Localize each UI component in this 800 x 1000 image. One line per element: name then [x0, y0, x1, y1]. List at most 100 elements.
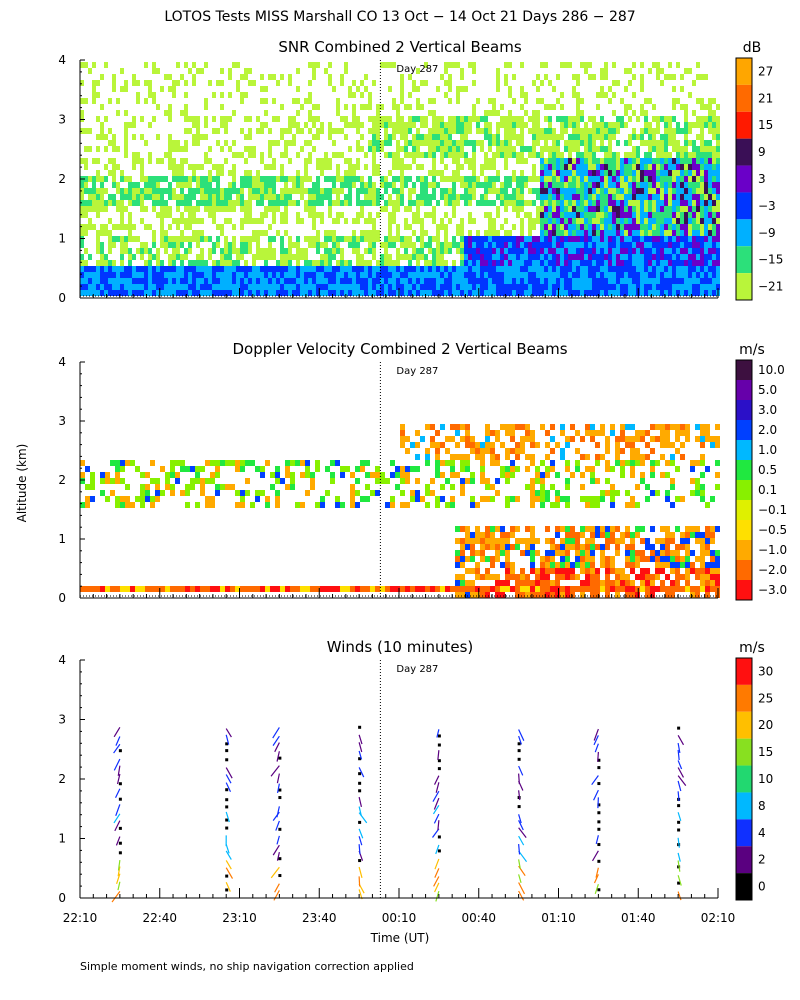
snr-cell — [668, 158, 672, 164]
doppler-cell — [600, 490, 605, 496]
snr-cell — [480, 116, 484, 122]
snr-cell — [264, 188, 268, 194]
snr-cell — [344, 62, 348, 68]
snr-cell — [260, 272, 264, 278]
snr-cell — [140, 290, 144, 296]
snr-cell — [188, 224, 192, 230]
snr-cell — [136, 266, 140, 272]
doppler-cell — [275, 478, 280, 484]
snr-cell — [472, 146, 476, 152]
snr-cell — [376, 200, 380, 206]
snr-cell — [716, 218, 720, 224]
snr-cell — [204, 284, 208, 290]
snr-cell — [580, 200, 584, 206]
snr-cell — [308, 80, 312, 86]
doppler-cell — [430, 586, 435, 592]
doppler-cell — [540, 574, 545, 580]
snr-cell — [600, 116, 604, 122]
snr-cell — [572, 230, 576, 236]
snr-cell — [376, 278, 380, 284]
snr-cell — [80, 242, 84, 248]
snr-cell — [100, 224, 104, 230]
doppler-cell — [610, 502, 615, 508]
snr-cell — [652, 266, 656, 272]
snr-cell — [692, 272, 696, 278]
doppler-cell — [535, 592, 540, 598]
snr-cell — [712, 158, 716, 164]
snr-cell — [652, 140, 656, 146]
doppler-cell — [540, 490, 545, 496]
doppler-cell — [300, 460, 305, 466]
snr-cell — [688, 212, 692, 218]
snr-cell — [540, 146, 544, 152]
snr-cell — [448, 290, 452, 296]
snr-cell — [212, 266, 216, 272]
snr-cell — [400, 92, 404, 98]
snr-cell — [472, 80, 476, 86]
snr-cell — [592, 248, 596, 254]
doppler-cell — [605, 544, 610, 550]
snr-cell — [300, 176, 304, 182]
snr-cell — [388, 62, 392, 68]
snr-cell — [568, 230, 572, 236]
snr-cell — [428, 134, 432, 140]
snr-cell — [368, 284, 372, 290]
doppler-cell — [290, 472, 295, 478]
snr-cell — [520, 104, 524, 110]
snr-cell — [192, 164, 196, 170]
snr-cell — [180, 164, 184, 170]
snr-cell — [556, 278, 560, 284]
snr-cell — [280, 272, 284, 278]
snr-cell — [180, 212, 184, 218]
snr-cell — [272, 194, 276, 200]
snr-cell — [316, 176, 320, 182]
snr-cell — [308, 278, 312, 284]
snr-cell — [100, 122, 104, 128]
doppler-cell — [605, 448, 610, 454]
snr-cell — [580, 230, 584, 236]
snr-cell — [196, 272, 200, 278]
snr-cell — [452, 176, 456, 182]
doppler-cell — [630, 424, 635, 430]
snr-cell — [612, 182, 616, 188]
snr-cell — [556, 212, 560, 218]
colorbar-label: −21 — [758, 280, 783, 294]
snr-cell — [332, 218, 336, 224]
snr-cell — [672, 98, 676, 104]
snr-cell — [640, 170, 644, 176]
snr-cell — [140, 284, 144, 290]
doppler-cell — [365, 484, 370, 490]
snr-cell — [412, 200, 416, 206]
doppler-cell — [500, 550, 505, 556]
snr-cell — [716, 278, 720, 284]
snr-cell — [652, 278, 656, 284]
snr-cell — [80, 206, 84, 212]
snr-cell — [704, 278, 708, 284]
snr-cell — [100, 176, 104, 182]
snr-cell — [456, 200, 460, 206]
snr-cell — [364, 230, 368, 236]
snr-cell — [708, 140, 712, 146]
snr-cell — [544, 230, 548, 236]
snr-cell — [400, 236, 404, 242]
snr-cell — [648, 266, 652, 272]
doppler-cell — [470, 532, 475, 538]
snr-cell — [556, 182, 560, 188]
snr-cell — [404, 152, 408, 158]
snr-cell — [132, 272, 136, 278]
snr-cell — [416, 218, 420, 224]
snr-cell — [656, 218, 660, 224]
snr-cell — [400, 86, 404, 92]
snr-cell — [396, 128, 400, 134]
snr-cell — [128, 122, 132, 128]
snr-cell — [240, 278, 244, 284]
snr-cell — [488, 260, 492, 266]
snr-cell — [152, 194, 156, 200]
snr-cell — [128, 248, 132, 254]
snr-cell — [436, 170, 440, 176]
snr-cell — [144, 182, 148, 188]
snr-cell — [100, 284, 104, 290]
snr-cell — [640, 182, 644, 188]
snr-cell — [696, 248, 700, 254]
